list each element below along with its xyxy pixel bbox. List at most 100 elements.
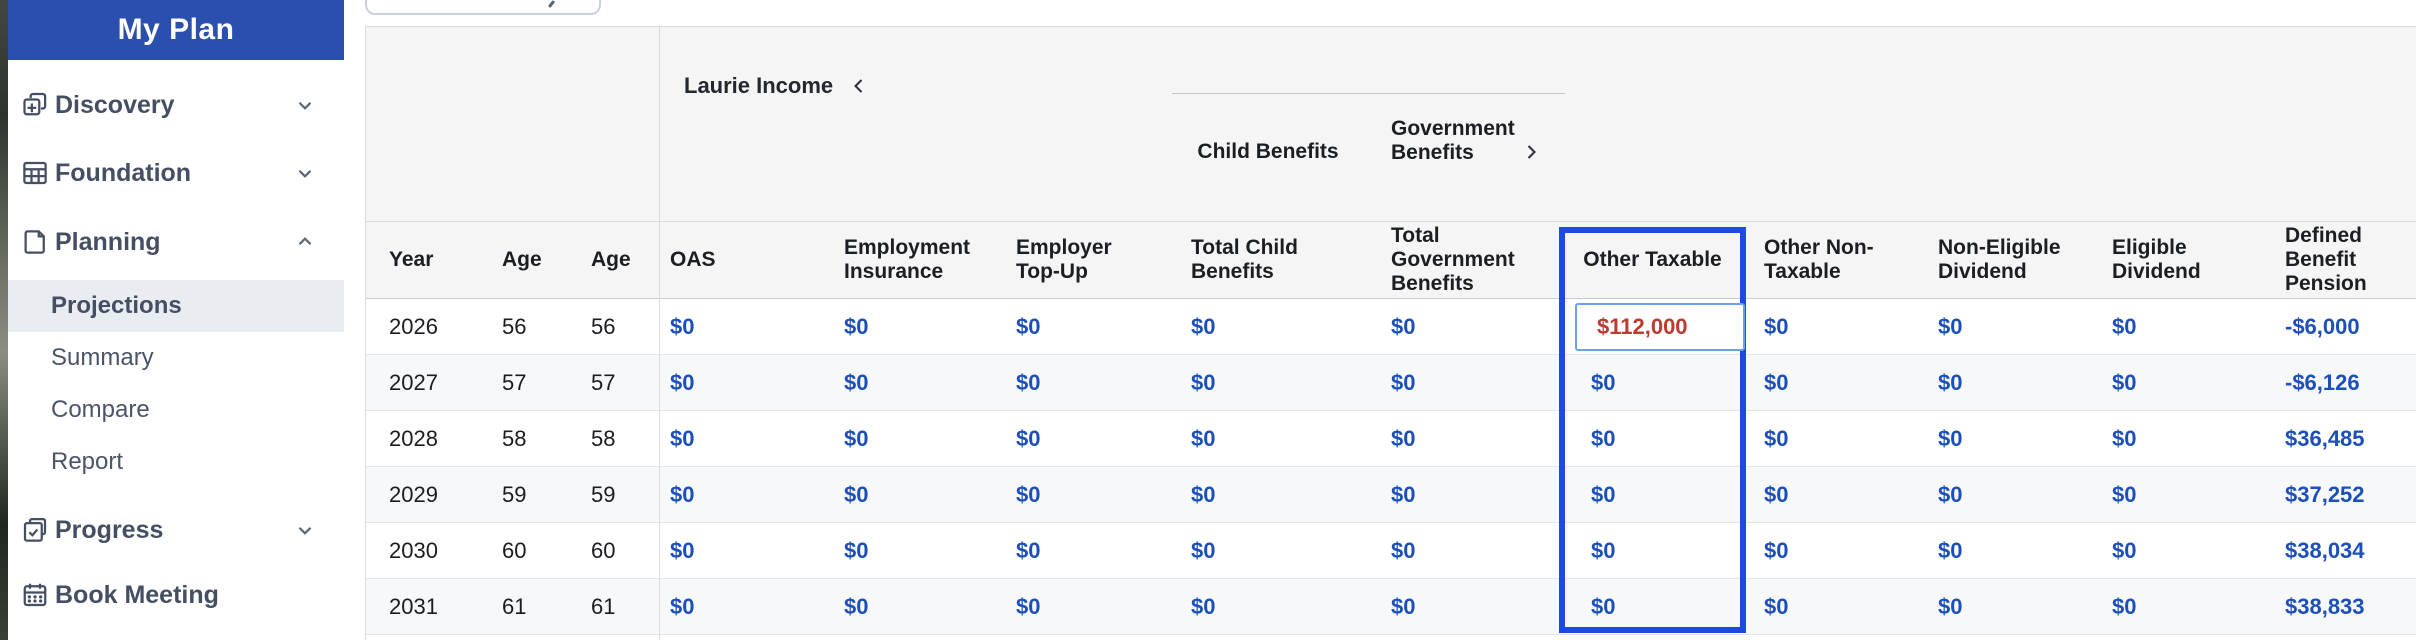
value-cell[interactable]: $0 bbox=[1764, 313, 1789, 339]
value-cell[interactable]: $0 bbox=[1391, 313, 1416, 339]
table-row: 2027 57 57 $0 $0 $0 $0 $0 $0 $0 $0 $0 -$6,126 bbox=[366, 355, 2416, 411]
value-cell[interactable]: $0 bbox=[2112, 593, 2137, 619]
column-header-non-eligible-dividend[interactable]: Non-Eligible Dividend bbox=[1920, 222, 2094, 298]
value-cell[interactable]: $0 bbox=[1591, 369, 1616, 395]
value-cell[interactable]: -$6,126 bbox=[2285, 369, 2360, 395]
value-cell[interactable]: $0 bbox=[2112, 313, 2137, 339]
value-cell[interactable]: $0 bbox=[1938, 481, 1963, 507]
sidebar-item-report[interactable]: Report bbox=[8, 436, 344, 488]
value-cell[interactable]: $0 bbox=[844, 537, 869, 563]
label-cell: 2029 bbox=[389, 481, 438, 507]
column-header-employment-insurance[interactable]: Employment Insurance bbox=[833, 222, 1007, 298]
value-cell[interactable]: $0 bbox=[1938, 313, 1963, 339]
value-cell[interactable]: $0 bbox=[1391, 481, 1416, 507]
sidebar-item-summary[interactable]: Summary bbox=[8, 332, 344, 384]
value-cell[interactable]: $0 bbox=[844, 313, 869, 339]
value-cell[interactable]: $0 bbox=[1191, 481, 1216, 507]
sidebar: My Plan Discovery Founda bbox=[8, 0, 344, 640]
value-cell[interactable]: $0 bbox=[1938, 537, 1963, 563]
label-cell: 2030 bbox=[389, 537, 438, 563]
sidebar-item-projections[interactable]: Projections bbox=[8, 280, 344, 332]
column-header-age[interactable]: Age bbox=[561, 222, 659, 298]
group-laurie-income[interactable]: Laurie Income bbox=[684, 73, 869, 99]
column-header-total-government-benefits[interactable]: Total Government Benefits bbox=[1355, 222, 1559, 298]
table-row: 2028 58 58 $0 $0 $0 $0 $0 $0 $0 $0 $0 $36,485 bbox=[366, 411, 2416, 467]
column-header-total-child-benefits[interactable]: Total Child Benefits bbox=[1181, 222, 1355, 298]
sidebar-item-compare[interactable]: Compare bbox=[8, 384, 344, 436]
column-header-eligible-dividend[interactable]: Eligible Dividend bbox=[2094, 222, 2268, 298]
value-cell[interactable]: $0 bbox=[2112, 425, 2137, 451]
value-cell[interactable]: $0 bbox=[1391, 425, 1416, 451]
column-header-other-non-taxable[interactable]: Other Non-Taxable bbox=[1746, 222, 1920, 298]
value-cell[interactable]: $0 bbox=[1391, 593, 1416, 619]
value-cell[interactable]: $0 bbox=[1591, 425, 1616, 451]
value-cell[interactable]: $0 bbox=[1764, 369, 1789, 395]
value-cell[interactable]: $0 bbox=[1764, 481, 1789, 507]
value-cell[interactable]: $0 bbox=[1191, 593, 1216, 619]
column-header-defined-benefit-pension[interactable]: Defined Benefit Pension bbox=[2268, 222, 2416, 298]
value-cell[interactable]: $0 bbox=[1016, 537, 1041, 563]
value-cell[interactable]: $0 bbox=[1016, 313, 1041, 339]
column-header-year[interactable]: Year bbox=[366, 222, 461, 298]
value-cell[interactable]: -$6,000 bbox=[2285, 313, 2360, 339]
value-cell[interactable]: $0 bbox=[1938, 369, 1963, 395]
value-cell[interactable]: $0 bbox=[1591, 537, 1616, 563]
value-cell[interactable]: $0 bbox=[1016, 425, 1041, 451]
value-cell[interactable]: $0 bbox=[844, 481, 869, 507]
value-cell[interactable]: $0 bbox=[670, 481, 695, 507]
sidebar-item-progress[interactable]: Progress bbox=[8, 504, 344, 556]
value-cell[interactable]: $0 bbox=[670, 425, 695, 451]
column-header-other-taxable[interactable]: Other Taxable bbox=[1559, 222, 1746, 298]
other-taxable-edit-field[interactable]: $112,000 bbox=[1575, 303, 1745, 351]
value-cell[interactable]: $0 bbox=[1016, 481, 1041, 507]
chevron-down-icon bbox=[294, 519, 316, 541]
sidebar-item-label: Discovery bbox=[55, 90, 175, 119]
label-cell: 60 bbox=[591, 537, 616, 563]
value-cell[interactable]: $0 bbox=[1391, 537, 1416, 563]
label-cell: 59 bbox=[591, 481, 616, 507]
value-cell[interactable]: $0 bbox=[1938, 593, 1963, 619]
value-cell[interactable]: $0 bbox=[1391, 369, 1416, 395]
value-cell[interactable]: $0 bbox=[1016, 369, 1041, 395]
value-cell[interactable]: $0 bbox=[1938, 425, 1963, 451]
value-cell[interactable]: $0 bbox=[1016, 593, 1041, 619]
sidebar-item-book-meeting[interactable]: Book Meeting bbox=[8, 569, 344, 621]
value-cell[interactable]: $0 bbox=[2112, 537, 2137, 563]
value-cell[interactable]: $0 bbox=[1764, 593, 1789, 619]
value-cell[interactable]: $0 bbox=[1591, 481, 1616, 507]
column-header-oas[interactable]: OAS bbox=[659, 222, 833, 298]
value-cell[interactable]: $0 bbox=[1191, 537, 1216, 563]
table-row: 2029 59 59 $0 $0 $0 $0 $0 $0 $0 $0 $0 $37,252 bbox=[366, 467, 2416, 523]
value-cell[interactable]: $0 bbox=[2112, 369, 2137, 395]
value-cell[interactable]: $36,485 bbox=[2285, 425, 2365, 451]
expand-chevron-right-icon[interactable] bbox=[1521, 142, 1541, 162]
label-cell: 58 bbox=[502, 425, 527, 451]
column-header-employer-top-up[interactable]: Employer Top-Up bbox=[1007, 222, 1181, 298]
value-cell[interactable]: $38,034 bbox=[2285, 537, 2365, 563]
value-cell[interactable]: $0 bbox=[1764, 537, 1789, 563]
sidebar-item-discovery[interactable]: Discovery bbox=[8, 79, 344, 131]
column-header-age[interactable]: Age bbox=[461, 222, 561, 298]
value-cell[interactable]: $0 bbox=[2112, 481, 2137, 507]
projections-main: Laurie Income Child Benefits Government … bbox=[365, 0, 2416, 640]
value-cell[interactable]: $0 bbox=[844, 593, 869, 619]
collapse-chevron-left-icon[interactable] bbox=[849, 76, 869, 96]
value-cell[interactable]: $0 bbox=[1591, 593, 1616, 619]
value-cell[interactable]: $0 bbox=[1764, 425, 1789, 451]
value-cell[interactable]: $0 bbox=[670, 537, 695, 563]
sidebar-item-foundation[interactable]: Foundation bbox=[8, 147, 344, 199]
value-cell[interactable]: $38,833 bbox=[2285, 593, 2365, 619]
value-cell[interactable]: $0 bbox=[1191, 369, 1216, 395]
value-cell[interactable]: $0 bbox=[670, 593, 695, 619]
sidebar-subitem-label: Compare bbox=[51, 396, 150, 423]
scenario-dropdown[interactable] bbox=[365, 0, 601, 15]
value-cell[interactable]: $0 bbox=[670, 369, 695, 395]
sidebar-item-planning[interactable]: Planning bbox=[8, 216, 344, 268]
value-cell[interactable]: $37,252 bbox=[2285, 481, 2365, 507]
value-cell[interactable]: $0 bbox=[670, 313, 695, 339]
value-cell[interactable]: $0 bbox=[844, 425, 869, 451]
value-cell[interactable]: $0 bbox=[1191, 313, 1216, 339]
value-cell[interactable]: $0 bbox=[1191, 425, 1216, 451]
value-cell[interactable]: $0 bbox=[844, 369, 869, 395]
